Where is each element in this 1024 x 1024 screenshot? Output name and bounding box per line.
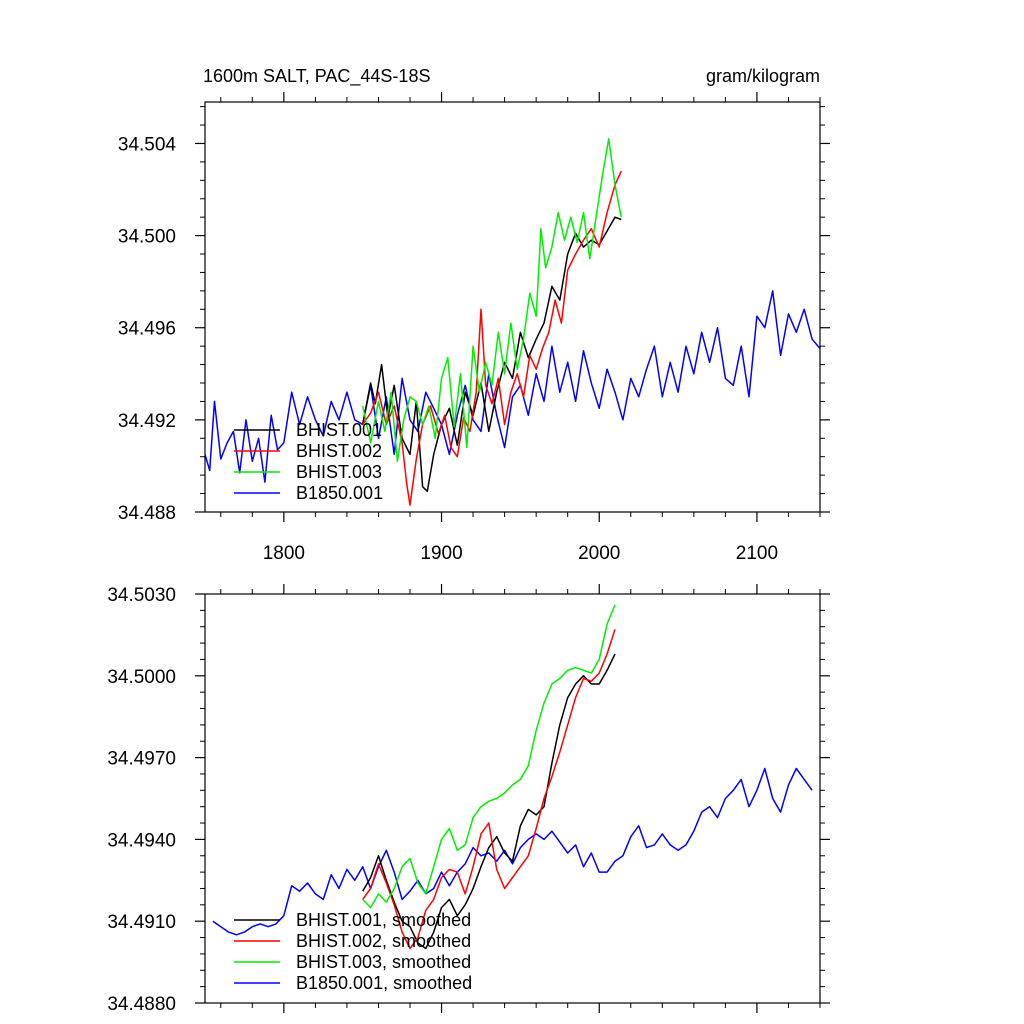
- legend-label: BHIST.002: [296, 441, 382, 461]
- series-line-bhist-002-smoothed: [362, 629, 616, 950]
- chart-title: 1600m SALT, PAC_44S-18S: [203, 66, 430, 87]
- series-line-bhist-003-smoothed: [362, 604, 616, 909]
- plot-frame: [204, 593, 821, 1004]
- series-line-bhist-001-smoothed: [362, 653, 616, 950]
- legend-label: BHIST.001: [296, 420, 382, 440]
- y-tick-label: 34.492: [118, 411, 176, 432]
- chart-units: gram/kilogram: [706, 66, 820, 86]
- y-tick-label: 34.504: [118, 134, 177, 155]
- top-panel: 1800 1900 2000 2100 34.488 34.492 34.496 34.500…: [118, 92, 830, 564]
- y-tick-label: 34.496: [118, 319, 176, 340]
- series-line-bhist-002: [362, 170, 622, 506]
- series-line-b1850-001: [205, 290, 820, 483]
- y-tick-label: 34.4970: [107, 749, 176, 770]
- y-tick-label: 34.5000: [107, 667, 176, 688]
- y-tick-label: 34.4910: [107, 912, 176, 933]
- bottom-panel: 34.4880 34.4910 34.4940 34.4970 34.5000 34.50…: [107, 584, 830, 1015]
- plot-frame: [204, 101, 821, 513]
- legend-label: BHIST.001, smoothed: [296, 910, 471, 930]
- y-tick-label: 34.488: [118, 503, 176, 524]
- legend-label: BHIST.002, smoothed: [296, 931, 471, 951]
- legend-label: B1850.001: [296, 483, 383, 503]
- y-tick-label: 34.500: [118, 227, 176, 248]
- legend-label: BHIST.003: [296, 462, 382, 482]
- x-tick-label: 2100: [736, 543, 778, 564]
- x-tick-label: 1800: [263, 543, 305, 564]
- y-tick-label: 34.5030: [107, 585, 176, 606]
- y-tick-label: 34.4880: [107, 994, 176, 1015]
- x-tick-label: 1900: [420, 543, 462, 564]
- series-line-bhist-001: [361, 216, 622, 493]
- x-tick-label: 2000: [578, 543, 620, 564]
- legend-label: B1850.001, smoothed: [296, 973, 472, 993]
- legend-label: BHIST.003, smoothed: [296, 952, 471, 972]
- y-tick-label: 34.4940: [107, 830, 176, 851]
- series-line-bhist-003: [361, 138, 623, 463]
- series-line-b1850-001-smoothed: [212, 767, 813, 936]
